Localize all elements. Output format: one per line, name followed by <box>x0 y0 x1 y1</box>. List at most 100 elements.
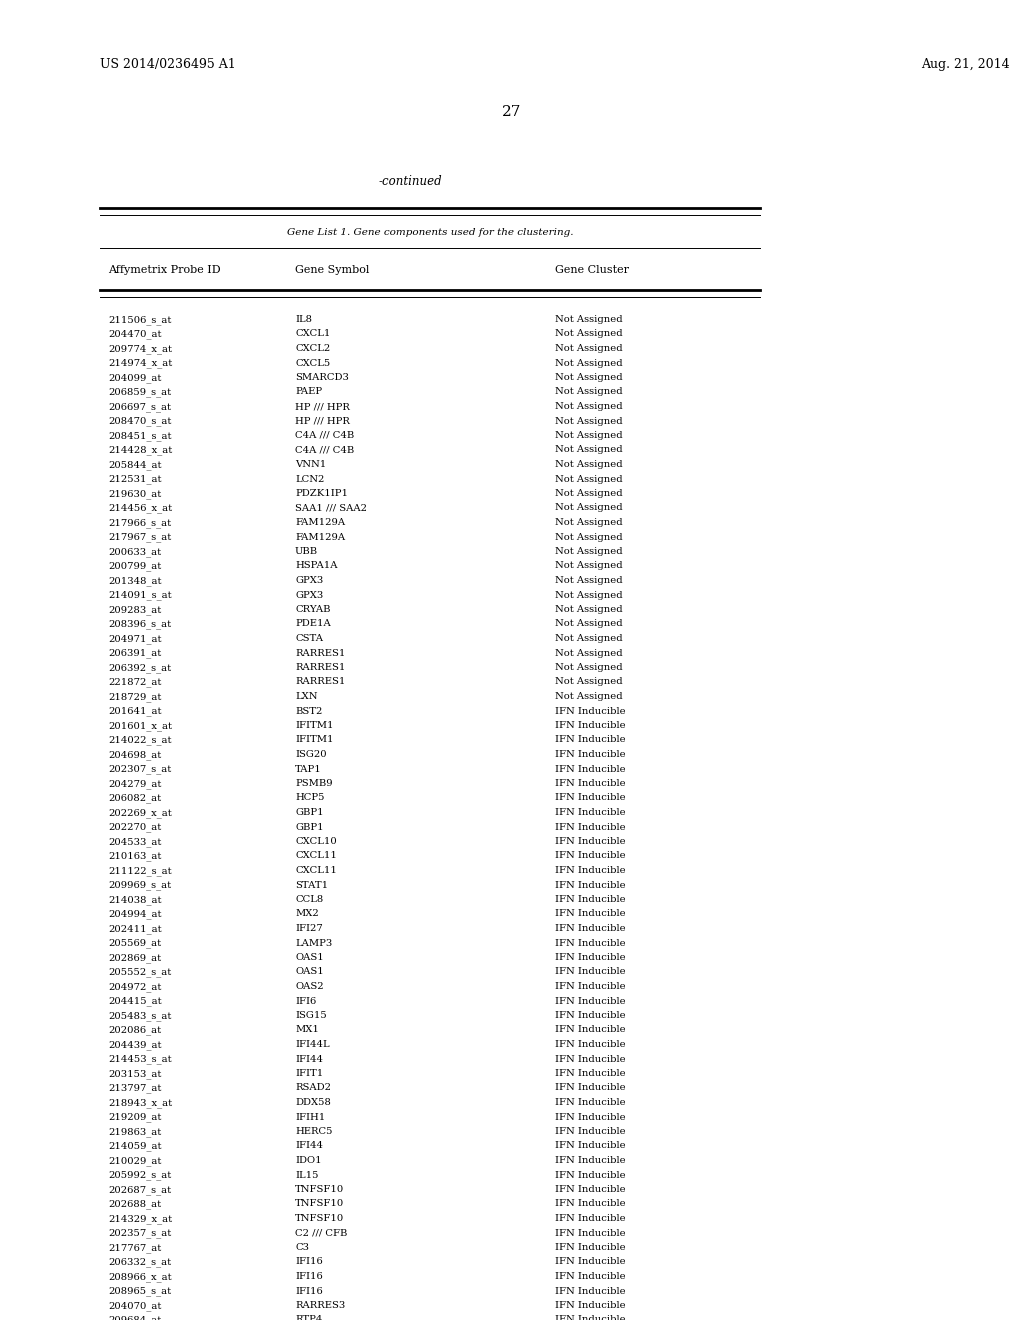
Text: HP /// HPR: HP /// HPR <box>295 417 350 425</box>
Text: 202269_x_at: 202269_x_at <box>108 808 172 817</box>
Text: IFN Inducible: IFN Inducible <box>555 1142 626 1151</box>
Text: PDZK1IP1: PDZK1IP1 <box>295 488 348 498</box>
Text: RARRES1: RARRES1 <box>295 648 345 657</box>
Text: PDE1A: PDE1A <box>295 619 331 628</box>
Text: RARRES1: RARRES1 <box>295 663 345 672</box>
Text: IFN Inducible: IFN Inducible <box>555 1287 626 1295</box>
Text: OAS1: OAS1 <box>295 968 324 977</box>
Text: IFI44: IFI44 <box>295 1055 323 1064</box>
Text: IFN Inducible: IFN Inducible <box>555 1316 626 1320</box>
Text: 214456_x_at: 214456_x_at <box>108 503 172 513</box>
Text: 221872_at: 221872_at <box>108 677 162 688</box>
Text: C3: C3 <box>295 1243 309 1251</box>
Text: IFN Inducible: IFN Inducible <box>555 837 626 846</box>
Text: 212531_at: 212531_at <box>108 474 162 484</box>
Text: IL15: IL15 <box>295 1171 318 1180</box>
Text: Not Assigned: Not Assigned <box>555 677 623 686</box>
Text: Not Assigned: Not Assigned <box>555 403 623 411</box>
Text: OAS2: OAS2 <box>295 982 324 991</box>
Text: Not Assigned: Not Assigned <box>555 417 623 425</box>
Text: 214059_at: 214059_at <box>108 1142 162 1151</box>
Text: IFN Inducible: IFN Inducible <box>555 1171 626 1180</box>
Text: CRYAB: CRYAB <box>295 605 331 614</box>
Text: IFN Inducible: IFN Inducible <box>555 968 626 977</box>
Text: IFN Inducible: IFN Inducible <box>555 1084 626 1093</box>
Text: 204279_at: 204279_at <box>108 779 162 788</box>
Text: IDO1: IDO1 <box>295 1156 322 1166</box>
Text: IFN Inducible: IFN Inducible <box>555 1011 626 1020</box>
Text: IFN Inducible: IFN Inducible <box>555 866 626 875</box>
Text: LCN2: LCN2 <box>295 474 325 483</box>
Text: 217967_s_at: 217967_s_at <box>108 532 171 543</box>
Text: TNFSF10: TNFSF10 <box>295 1185 344 1195</box>
Text: Gene Cluster: Gene Cluster <box>555 265 629 275</box>
Text: Not Assigned: Not Assigned <box>555 692 623 701</box>
Text: IFI6: IFI6 <box>295 997 316 1006</box>
Text: 203153_at: 203153_at <box>108 1069 162 1078</box>
Text: 208966_x_at: 208966_x_at <box>108 1272 172 1282</box>
Text: 204533_at: 204533_at <box>108 837 162 846</box>
Text: GPX3: GPX3 <box>295 590 324 599</box>
Text: 213797_at: 213797_at <box>108 1084 162 1093</box>
Text: IFN Inducible: IFN Inducible <box>555 953 626 962</box>
Text: 202411_at: 202411_at <box>108 924 162 933</box>
Text: 208396_s_at: 208396_s_at <box>108 619 171 630</box>
Text: UBB: UBB <box>295 546 318 556</box>
Text: 205992_s_at: 205992_s_at <box>108 1171 171 1180</box>
Text: STAT1: STAT1 <box>295 880 328 890</box>
Text: RARRES1: RARRES1 <box>295 677 345 686</box>
Text: IFN Inducible: IFN Inducible <box>555 909 626 919</box>
Text: 217767_at: 217767_at <box>108 1243 161 1253</box>
Text: 218943_x_at: 218943_x_at <box>108 1098 172 1107</box>
Text: 208470_s_at: 208470_s_at <box>108 417 171 426</box>
Text: PAEP: PAEP <box>295 388 323 396</box>
Text: TNFSF10: TNFSF10 <box>295 1214 344 1224</box>
Text: Not Assigned: Not Assigned <box>555 648 623 657</box>
Text: IFI27: IFI27 <box>295 924 323 933</box>
Text: 214428_x_at: 214428_x_at <box>108 446 172 455</box>
Text: Not Assigned: Not Assigned <box>555 605 623 614</box>
Text: 219209_at: 219209_at <box>108 1113 162 1122</box>
Text: RARRES3: RARRES3 <box>295 1302 345 1309</box>
Text: IFN Inducible: IFN Inducible <box>555 1156 626 1166</box>
Text: GPX3: GPX3 <box>295 576 324 585</box>
Text: IFN Inducible: IFN Inducible <box>555 793 626 803</box>
Text: 204972_at: 204972_at <box>108 982 162 991</box>
Text: Not Assigned: Not Assigned <box>555 446 623 454</box>
Text: Affymetrix Probe ID: Affymetrix Probe ID <box>108 265 220 275</box>
Text: CXCL10: CXCL10 <box>295 837 337 846</box>
Text: C4A /// C4B: C4A /// C4B <box>295 446 354 454</box>
Text: 210163_at: 210163_at <box>108 851 162 861</box>
Text: CXCL11: CXCL11 <box>295 851 337 861</box>
Text: IFN Inducible: IFN Inducible <box>555 1069 626 1078</box>
Text: 214038_at: 214038_at <box>108 895 162 904</box>
Text: DDX58: DDX58 <box>295 1098 331 1107</box>
Text: 206859_s_at: 206859_s_at <box>108 388 171 397</box>
Text: IFITM1: IFITM1 <box>295 735 334 744</box>
Text: 200633_at: 200633_at <box>108 546 161 557</box>
Text: 202270_at: 202270_at <box>108 822 161 832</box>
Text: 202869_at: 202869_at <box>108 953 161 962</box>
Text: IFN Inducible: IFN Inducible <box>555 1113 626 1122</box>
Text: Not Assigned: Not Assigned <box>555 488 623 498</box>
Text: 208965_s_at: 208965_s_at <box>108 1287 171 1296</box>
Text: ISG15: ISG15 <box>295 1011 327 1020</box>
Text: 210029_at: 210029_at <box>108 1156 162 1166</box>
Text: 211122_s_at: 211122_s_at <box>108 866 172 875</box>
Text: 27: 27 <box>503 106 521 119</box>
Text: FAM129A: FAM129A <box>295 532 345 541</box>
Text: 219863_at: 219863_at <box>108 1127 161 1137</box>
Text: IFN Inducible: IFN Inducible <box>555 764 626 774</box>
Text: GBP1: GBP1 <box>295 822 324 832</box>
Text: IFN Inducible: IFN Inducible <box>555 1185 626 1195</box>
Text: Not Assigned: Not Assigned <box>555 474 623 483</box>
Text: IFIH1: IFIH1 <box>295 1113 326 1122</box>
Text: 204698_at: 204698_at <box>108 750 161 760</box>
Text: 209774_x_at: 209774_x_at <box>108 345 172 354</box>
Text: IFITM1: IFITM1 <box>295 721 334 730</box>
Text: 214329_x_at: 214329_x_at <box>108 1214 172 1224</box>
Text: 219630_at: 219630_at <box>108 488 161 499</box>
Text: 201348_at: 201348_at <box>108 576 162 586</box>
Text: 214022_s_at: 214022_s_at <box>108 735 171 746</box>
Text: Not Assigned: Not Assigned <box>555 546 623 556</box>
